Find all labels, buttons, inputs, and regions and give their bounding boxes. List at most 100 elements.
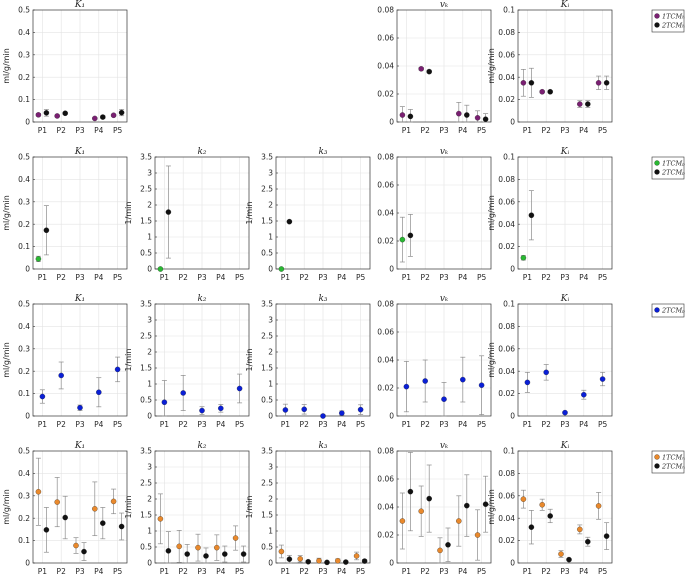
- data-point: [62, 110, 68, 117]
- axes-frame: [154, 303, 250, 417]
- data-point: [520, 255, 527, 261]
- data-point: [43, 527, 50, 533]
- data-point: [297, 556, 303, 562]
- data-point: [357, 406, 364, 413]
- x-tick-label: P3: [318, 273, 328, 282]
- legend-label: 1TCMₚk: [662, 159, 685, 167]
- y-tick-label: 3.5: [261, 153, 273, 162]
- x-tick-label: P4: [337, 273, 347, 282]
- x-tick-label: P3: [75, 567, 85, 576]
- x-tick-label: P5: [477, 273, 487, 282]
- data-point: [199, 407, 205, 414]
- subplot-title: K₁: [74, 147, 85, 157]
- x-tick-label: P5: [477, 420, 487, 429]
- y-tick-label: 0.02: [498, 389, 515, 398]
- data-point: [585, 538, 591, 545]
- data-point: [422, 378, 428, 384]
- x-tick-label: P3: [318, 567, 328, 576]
- y-tick-label: 0: [25, 559, 30, 568]
- data-point: [316, 558, 322, 564]
- x-tick-label: P3: [560, 126, 570, 135]
- x-tick-label: P4: [458, 567, 468, 576]
- y-tick-label: 0.5: [140, 543, 152, 552]
- y-axis-label: ml/g/min: [487, 342, 496, 378]
- data-point: [320, 413, 326, 419]
- data-point: [335, 558, 341, 564]
- y-tick-label: 2: [268, 495, 273, 504]
- y-tick-label: 0.5: [18, 447, 30, 456]
- y-axis-label: ml/g/min: [487, 48, 496, 84]
- x-tick-label: P3: [75, 420, 85, 429]
- y-tick-label: 0.5: [18, 6, 30, 15]
- data-point: [236, 385, 243, 392]
- data-point: [165, 548, 172, 554]
- subplot-r2-c4: 0 0.02 0.04 0.06 0.08 0.1 P1 P2 P3 P4 P5 Kᵢ ml/g/min: [487, 294, 613, 429]
- x-tick-label: P3: [560, 567, 570, 576]
- data-point: [110, 112, 117, 119]
- y-tick-label: 0.06: [498, 344, 515, 353]
- data-point: [595, 80, 602, 86]
- y-tick-label: 0.06: [498, 50, 515, 59]
- y-tick-label: 0.5: [261, 396, 273, 405]
- y-tick-label: 0.4: [18, 322, 30, 331]
- y-tick-label: 2.5: [261, 332, 273, 341]
- y-tick-label: 0: [268, 412, 273, 421]
- x-tick-label: P2: [421, 126, 431, 135]
- x-tick-label: P2: [300, 420, 310, 429]
- y-tick-label: 0.04: [498, 514, 515, 523]
- y-tick-label: 0.06: [377, 328, 394, 337]
- y-axis-label: 1/min: [124, 202, 133, 225]
- x-tick-label: P4: [94, 126, 104, 135]
- x-tick-label: P1: [281, 273, 291, 282]
- legend-marker: [654, 454, 660, 460]
- y-tick-label: 0: [510, 118, 515, 127]
- y-tick-label: 3.5: [140, 300, 152, 309]
- subplot-title: k₂: [197, 147, 206, 157]
- x-tick-label: P3: [75, 126, 85, 135]
- y-tick-label: 0.5: [140, 396, 152, 405]
- x-tick-label: P4: [458, 126, 468, 135]
- legend-label: 2TCMₕk: [661, 21, 685, 29]
- y-tick-label: 2: [147, 495, 152, 504]
- data-point: [77, 404, 83, 411]
- data-point: [581, 391, 587, 398]
- y-tick-label: 0.4: [18, 175, 30, 184]
- x-tick-label: P2: [179, 567, 189, 576]
- subplot-title: k₂: [197, 294, 206, 304]
- y-tick-label: 1.5: [261, 217, 273, 226]
- data-point: [547, 513, 553, 519]
- x-tick-label: P1: [38, 567, 48, 576]
- y-tick-label: 0.04: [377, 62, 394, 71]
- axes-frame: [517, 303, 613, 417]
- y-tick-label: 1: [268, 233, 273, 242]
- y-tick-label: 0.04: [377, 503, 394, 512]
- y-tick-label: 1.5: [261, 511, 273, 520]
- x-tick-label: P1: [402, 420, 412, 429]
- x-tick-label: P2: [421, 273, 431, 282]
- x-tick-label: P3: [560, 420, 570, 429]
- x-tick-label: P2: [57, 273, 67, 282]
- y-axis-label: 1/min: [124, 349, 133, 372]
- subplot-title: Kᵢ: [560, 294, 570, 304]
- subplot-title: vₖ: [440, 0, 449, 10]
- y-tick-label: 0: [510, 412, 515, 421]
- y-tick-label: 1: [268, 527, 273, 536]
- y-tick-label: 0.02: [498, 95, 515, 104]
- subplot-title: Kᵢ: [560, 441, 570, 451]
- data-point: [460, 376, 466, 383]
- data-point: [180, 390, 186, 396]
- data-point: [407, 232, 414, 239]
- data-point: [403, 383, 410, 390]
- data-point: [343, 559, 349, 565]
- y-tick-label: 0.02: [377, 531, 394, 540]
- y-axis-label: ml/g/min: [2, 48, 11, 84]
- x-tick-label: P2: [542, 420, 552, 429]
- data-point: [474, 532, 481, 538]
- subplot-r1-c0: 0 0.1 0.2 0.3 0.4 0.5 P1 P2 P3 P4 P5 K₁ ml/g/min: [2, 147, 128, 282]
- y-tick-label: 0.08: [498, 28, 515, 37]
- x-tick-label: P2: [57, 126, 67, 135]
- x-tick-label: P5: [598, 567, 608, 576]
- data-point: [278, 266, 285, 272]
- subplot-r0-c0: 0 0.1 0.2 0.3 0.4 0.5 P1 P2 P3 P4 P5 K₁ ml/g/min: [2, 0, 128, 135]
- legend-label: 1TCMₕk: [662, 12, 685, 20]
